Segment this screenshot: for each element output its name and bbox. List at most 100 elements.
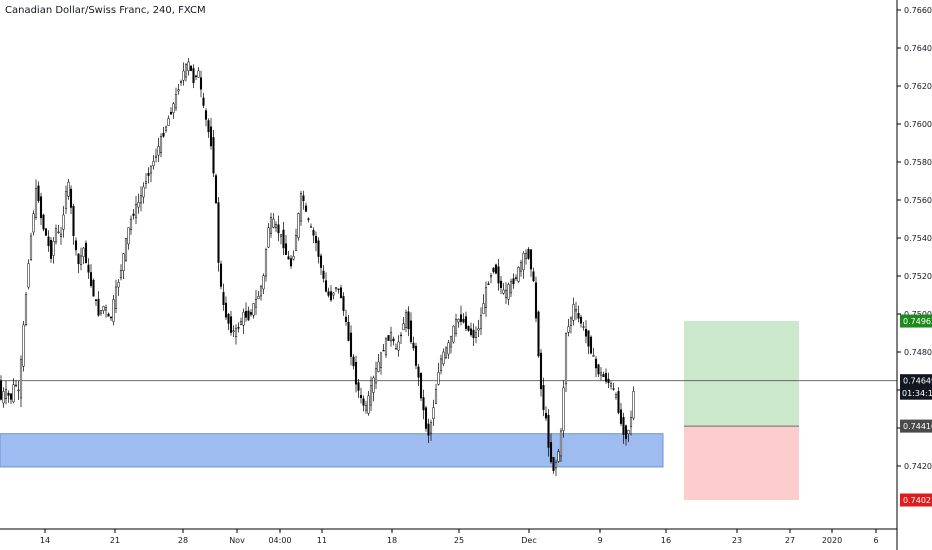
candle-body (549, 442, 553, 463)
candle (34, 179, 38, 220)
candle (354, 355, 358, 393)
candle (117, 279, 120, 296)
candle-body (584, 328, 588, 337)
candle (142, 182, 145, 204)
candle (224, 296, 228, 320)
candle-body (324, 280, 328, 292)
candle (587, 330, 590, 355)
candle (332, 292, 335, 300)
candle-body (629, 417, 633, 428)
candle-body (354, 362, 358, 385)
candle (344, 309, 348, 326)
candle-body (384, 338, 388, 356)
candle (522, 251, 525, 279)
candle-body (109, 316, 113, 319)
candle-body (357, 382, 360, 391)
candle-body (329, 291, 333, 301)
candle-body (202, 97, 205, 106)
candle (169, 107, 173, 115)
candle-body (429, 422, 433, 434)
candle (549, 433, 553, 464)
candle-body (72, 205, 75, 237)
candle-body (339, 287, 343, 299)
candle-body (412, 342, 415, 349)
candle (54, 224, 58, 245)
candle-body (119, 270, 123, 279)
candle-body (104, 307, 108, 311)
time-tick-label: 25 (454, 536, 464, 545)
candle-body (364, 405, 368, 411)
candle-body (182, 70, 185, 81)
candle (249, 309, 253, 317)
candle-body (2, 391, 5, 404)
candle-body (184, 64, 188, 78)
candle (264, 247, 268, 282)
candle-body (517, 267, 520, 282)
candle (559, 428, 563, 463)
candle (539, 349, 543, 397)
candle-body (609, 383, 613, 387)
candle-body (99, 310, 103, 314)
candle-body (197, 70, 200, 78)
candle-body (289, 258, 293, 267)
candle-body (362, 398, 365, 406)
candle-body (257, 295, 260, 299)
time-tick-label: 16 (661, 536, 671, 545)
candle-body (239, 321, 243, 325)
candle-body (494, 264, 498, 274)
candle (337, 288, 340, 294)
candle (232, 325, 235, 338)
time-tick-label: 23 (732, 536, 742, 545)
candle (209, 117, 213, 150)
candle (457, 318, 460, 328)
candle (469, 322, 473, 337)
candle (594, 356, 598, 377)
candle-body (437, 372, 440, 385)
candle-body (627, 430, 630, 435)
candle (222, 283, 225, 311)
candle (439, 354, 443, 375)
candle-body (157, 146, 160, 156)
candle-body (577, 313, 580, 319)
candle (269, 212, 273, 238)
candle-body (587, 330, 590, 347)
candle (147, 167, 150, 184)
candle (234, 324, 238, 345)
candle-body (344, 316, 348, 322)
candle (407, 306, 410, 337)
candle (527, 247, 530, 260)
candle-body (252, 303, 255, 316)
stop-price-badge (900, 493, 932, 507)
candle-body (34, 187, 38, 218)
candle (322, 265, 325, 283)
candle (49, 237, 53, 263)
candle (369, 376, 373, 412)
candle-body (522, 252, 525, 271)
candle (397, 335, 400, 357)
candle (497, 258, 500, 291)
candle-body (44, 228, 48, 236)
candle-body (417, 366, 420, 378)
candle-body (192, 68, 195, 84)
candle-body (489, 275, 493, 278)
candle-body (487, 283, 490, 285)
candle-body (469, 328, 473, 336)
candle (404, 309, 408, 333)
candle (449, 335, 453, 354)
candle-body (27, 263, 30, 288)
candle-body (69, 188, 73, 208)
candle (464, 311, 468, 331)
candle-body (269, 217, 273, 234)
candle-body (204, 110, 208, 120)
candle (259, 284, 263, 301)
candle (52, 237, 55, 264)
candle-body (382, 349, 385, 352)
candle-body (482, 303, 485, 314)
candle-body (139, 195, 143, 204)
candle (622, 412, 625, 444)
candle (139, 186, 143, 212)
candle (194, 74, 198, 81)
